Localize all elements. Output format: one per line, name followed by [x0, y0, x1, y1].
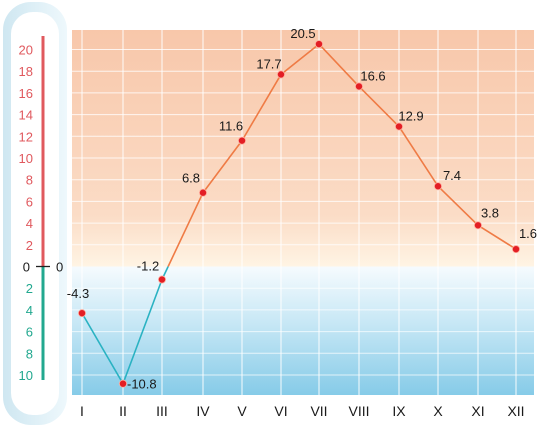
y-tick-label-negative: 2 [26, 281, 33, 296]
series-segment [398, 126, 439, 187]
data-label: -10.8 [127, 377, 157, 392]
y-tick-label-negative: 6 [26, 325, 33, 340]
data-point [354, 82, 363, 91]
y-tick-label-negative: 10 [19, 368, 33, 383]
data-point [157, 275, 166, 284]
x-axis-labels: I II III IV V VI VII VIII IX X XI XII [80, 403, 525, 419]
data-point [119, 379, 128, 388]
x-tick-label: II [119, 403, 127, 419]
data-label: 6.8 [182, 171, 200, 186]
data-label: -4.3 [67, 286, 89, 301]
y-tick-label-positive: 12 [19, 129, 33, 144]
data-label: 3.8 [481, 205, 499, 220]
data-point [314, 40, 323, 49]
temperature-series [78, 40, 521, 388]
data-point [78, 309, 87, 318]
y-tick-label-positive: 14 [19, 108, 33, 123]
series-segment [280, 43, 320, 76]
thermometer-tube [11, 12, 59, 415]
x-tick-label: X [433, 403, 443, 419]
series-segment [318, 43, 360, 87]
data-label: 1.6 [519, 226, 537, 241]
data-point [198, 188, 207, 197]
data-point [276, 70, 285, 79]
y-tick-label-positive: 18 [19, 64, 33, 79]
x-tick-label: III [156, 403, 168, 419]
x-tick-label: VII [310, 403, 327, 419]
series-segment [241, 74, 282, 142]
data-label: -1.2 [137, 259, 159, 274]
zero-label-right: 0 [56, 260, 63, 275]
x-tick-label: IV [196, 403, 210, 419]
data-labels: -4.3 -10.8 -1.2 6.8 11.6 17.7 20.5 16.6 12.9 7.4 3… [67, 26, 537, 392]
data-label: 11.6 [219, 119, 243, 134]
series-segment [477, 224, 517, 250]
x-tick-label: XII [507, 403, 524, 419]
y-tick-label-positive: 20 [19, 43, 33, 58]
series-segment [437, 185, 479, 226]
y-tick-label-positive: 4 [26, 216, 33, 231]
data-point [473, 221, 482, 230]
series-segment [202, 140, 243, 194]
y-tick-label-negative: 4 [26, 303, 33, 318]
y-tick-label-positive: 6 [26, 194, 33, 209]
data-point [394, 122, 403, 131]
series-segment [358, 85, 400, 128]
y-tick-label-positive: 10 [19, 151, 33, 166]
x-tick-label: V [237, 403, 247, 419]
series-segment [81, 312, 124, 385]
data-label: 12.9 [398, 109, 423, 124]
data-point [512, 245, 521, 254]
data-label: 16.6 [360, 68, 385, 83]
data-label: 20.5 [290, 26, 315, 41]
y-axis-scale: 20 18 16 14 12 10 8 6 4 2 2 4 6 8 10 0 0 [19, 36, 63, 383]
data-label: 17.7 [256, 56, 281, 71]
y-tick-label-positive: 2 [26, 238, 33, 253]
data-point [237, 136, 246, 145]
x-tick-label: XI [471, 403, 484, 419]
series-segment [167, 192, 204, 267]
x-tick-label: VIII [348, 403, 369, 419]
data-point [433, 182, 442, 191]
y-tick-label-negative: 8 [26, 346, 33, 361]
zero-label-left: 0 [23, 260, 30, 275]
y-tick-label-positive: 16 [19, 86, 33, 101]
y-tick-label-positive: 8 [26, 173, 33, 188]
grid [72, 27, 534, 398]
series-segment [122, 279, 163, 384]
x-tick-label: I [80, 403, 84, 419]
x-tick-label: IX [392, 403, 406, 419]
data-label: 7.4 [443, 168, 461, 183]
x-tick-label: VI [274, 403, 287, 419]
warm-background [72, 30, 534, 267]
